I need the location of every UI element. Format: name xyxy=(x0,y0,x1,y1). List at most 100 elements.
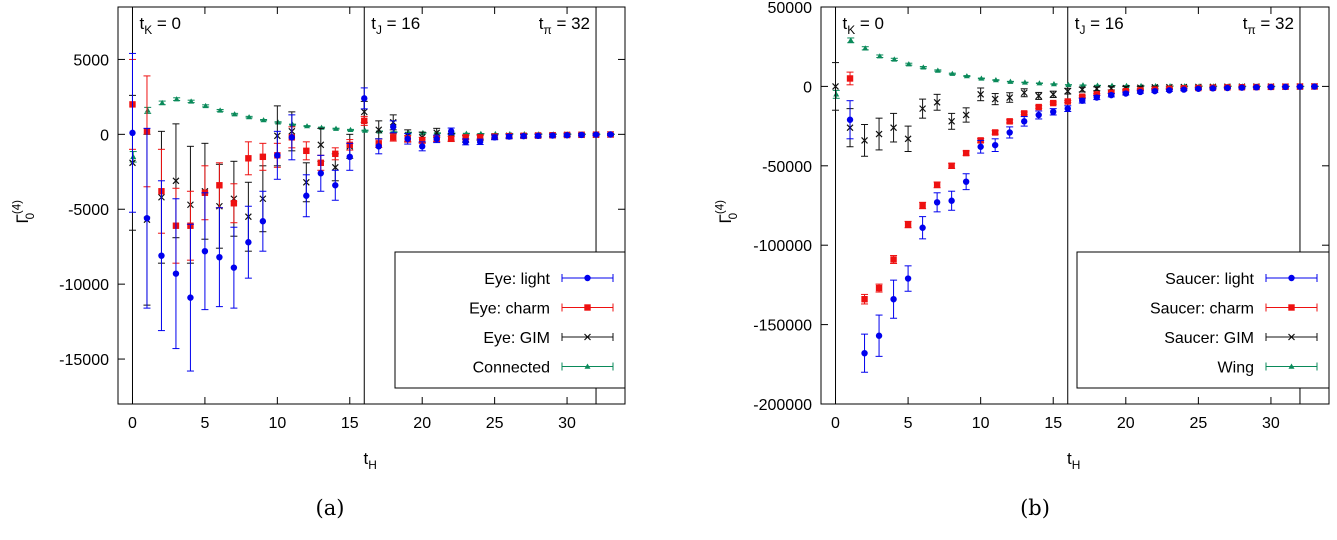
legend-marker xyxy=(584,274,591,282)
data-point xyxy=(1065,81,1072,88)
x-tick-label--a: 5 xyxy=(200,415,209,432)
data-point xyxy=(375,143,382,150)
data-point xyxy=(375,126,383,134)
data-point xyxy=(360,108,368,116)
data-point xyxy=(447,128,455,135)
data-point xyxy=(904,135,912,143)
y-tick-label--b: 0 xyxy=(803,79,812,96)
data-point xyxy=(891,56,898,62)
x-tick-label--a: 20 xyxy=(413,415,431,432)
data-point xyxy=(246,114,253,120)
data-point xyxy=(419,137,426,144)
data-point xyxy=(592,131,600,138)
y-tick-label--b: 50000 xyxy=(768,0,813,17)
data-point xyxy=(433,135,440,143)
data-point xyxy=(919,224,926,231)
data-point xyxy=(890,256,897,263)
data-point xyxy=(1006,129,1013,136)
vline-label--a: tK = 0 xyxy=(139,14,181,37)
data-point xyxy=(361,95,368,102)
y-tick-label--b: -200000 xyxy=(753,397,812,414)
y-tick-label--a: -15000 xyxy=(59,352,109,369)
data-point xyxy=(949,70,956,76)
legend-label: Eye: light xyxy=(484,271,550,288)
data-point xyxy=(875,332,883,339)
data-point xyxy=(304,123,311,129)
data-point xyxy=(130,153,137,160)
data-point xyxy=(172,177,180,185)
data-point xyxy=(217,107,224,113)
data-point xyxy=(862,45,869,51)
data-point xyxy=(875,284,883,292)
y-tick-label--b: -50000 xyxy=(762,159,812,176)
data-point xyxy=(216,253,223,261)
data-point xyxy=(1166,87,1173,94)
data-point xyxy=(259,153,267,161)
data-point xyxy=(607,131,614,138)
data-point xyxy=(534,132,542,140)
data-point xyxy=(933,199,941,206)
legend-label: Saucer: GIM xyxy=(1164,330,1254,347)
data-point xyxy=(1093,94,1100,101)
data-point xyxy=(991,129,999,136)
x-axis-label--a: tH xyxy=(364,449,377,472)
series-saucer-light-b xyxy=(846,83,1318,373)
data-point xyxy=(216,182,223,189)
legend-marker xyxy=(1288,274,1295,282)
y-axis-label--b: Γ(4)0 xyxy=(714,200,740,224)
x-tick-label--b: 5 xyxy=(904,415,913,432)
data-point xyxy=(1224,84,1231,92)
data-point xyxy=(1079,97,1086,104)
data-point xyxy=(847,37,854,43)
data-point xyxy=(245,155,252,162)
legend-label: Saucer: light xyxy=(1165,271,1254,288)
legend-marker xyxy=(584,304,591,311)
data-point xyxy=(1021,79,1028,85)
legend-label: Connected xyxy=(473,360,550,377)
data-point xyxy=(1079,93,1086,100)
data-point xyxy=(919,202,926,209)
data-point xyxy=(1267,83,1275,91)
y-tick-label--a: 5000 xyxy=(73,52,109,69)
data-point xyxy=(992,77,999,83)
x-tick-label--b: 25 xyxy=(1189,415,1207,432)
data-point xyxy=(978,75,985,81)
series-wing-b xyxy=(832,37,1319,99)
data-point xyxy=(275,119,282,125)
x-tick-label--b: 15 xyxy=(1044,415,1062,432)
data-point xyxy=(861,349,868,357)
data-point xyxy=(876,53,883,59)
data-point xyxy=(890,124,897,132)
data-point xyxy=(1282,83,1289,91)
data-point xyxy=(1078,86,1086,94)
vline-label--a: tπ = 32 xyxy=(539,14,590,37)
y-axis-label-text--a: Γ(4)0 xyxy=(11,200,37,224)
legend--a: Eye: light Eye: charm Eye: GIM Connected xyxy=(394,251,626,389)
data-point xyxy=(962,178,970,185)
data-point xyxy=(934,67,941,73)
data-point xyxy=(230,264,238,271)
data-point xyxy=(962,111,970,119)
legend-marker xyxy=(1288,304,1295,311)
data-point xyxy=(905,61,912,67)
data-point xyxy=(948,197,955,204)
y-tick-label--b: -150000 xyxy=(753,318,812,335)
data-point xyxy=(188,98,195,104)
data-point xyxy=(1020,89,1028,97)
x-tick-label--a: 30 xyxy=(558,415,576,432)
x-tick-label--b: 0 xyxy=(831,415,840,432)
x-tick-label--a: 10 xyxy=(268,415,286,432)
data-point xyxy=(158,252,165,259)
data-point xyxy=(447,135,455,143)
vline-label--b: tπ = 32 xyxy=(1243,14,1294,37)
data-point xyxy=(563,132,571,139)
data-point xyxy=(390,123,397,131)
data-point xyxy=(303,147,310,155)
data-point xyxy=(1007,78,1014,84)
x-tick-label--a: 15 xyxy=(341,415,359,432)
data-point xyxy=(476,134,484,141)
data-point xyxy=(390,134,397,141)
data-point xyxy=(476,138,484,146)
data-point xyxy=(904,275,912,282)
data-point xyxy=(920,64,927,70)
